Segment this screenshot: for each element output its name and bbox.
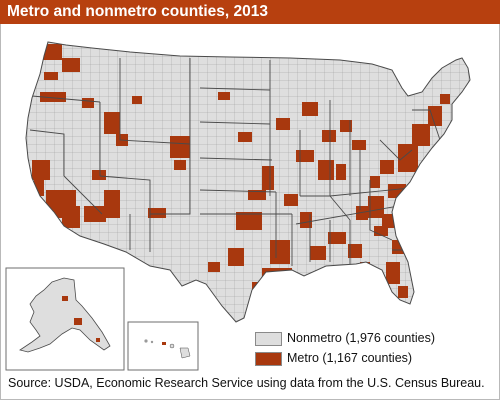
map-title: Metro and nonmetro counties, 2013 (7, 3, 268, 20)
state-borders (29, 58, 441, 266)
us-county-map (5, 41, 471, 371)
legend-swatch-nonmetro (255, 332, 282, 346)
source-note: Source: USDA, Economic Research Service … (8, 376, 485, 390)
legend-label-metro: Metro (1,167 counties) (287, 351, 413, 365)
alaska-shape (19, 277, 111, 353)
alaska-inset (5, 267, 125, 371)
legend-label-nonmetro: Nonmetro (1,976 counties) (287, 331, 435, 345)
hawaii-inset (127, 321, 199, 371)
legend-swatch-metro (255, 352, 282, 366)
title-bar: Metro and nonmetro counties, 2013 (0, 0, 500, 24)
